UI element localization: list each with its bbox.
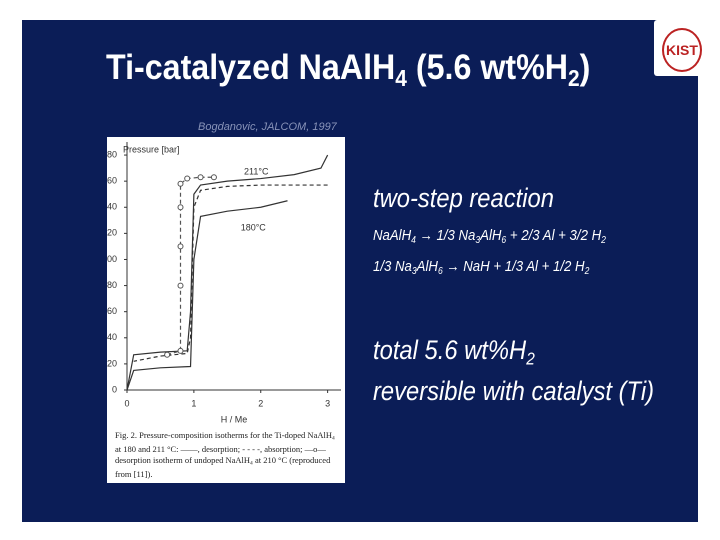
subscript: 4 — [331, 435, 335, 442]
text: → 1/3 Na — [415, 227, 476, 244]
text: → NaH + 1/3 Al + 1/2 H — [442, 258, 585, 275]
marker — [184, 175, 191, 182]
slide: Ti-catalyzed NaAlH4 (5.6 wt%H2) KIST Bog… — [22, 20, 706, 522]
reaction: NaAlH4 → 1/3 Na3AlH6 + 2/3 Al + 3/2 H2 — [373, 227, 606, 246]
text: ) — [579, 48, 591, 87]
x-tick-label: 1 — [191, 398, 196, 408]
slide-title: Ti-catalyzed NaAlH4 (5.6 wt%H2) — [106, 48, 590, 92]
summary: total 5.6 wt%H2 — [373, 335, 535, 369]
y-tick-label: 60 — [107, 306, 117, 316]
annotation: 211°C — [244, 166, 269, 176]
y-axis-label: Pressure [bar] — [123, 144, 180, 154]
marker — [177, 282, 184, 289]
figure: 0 20 40 60 80 100 120 140 160 180 0 1 2 3 Pressure [ba… — [107, 137, 345, 483]
x-axis-label: H / Me — [221, 414, 248, 424]
text: AlH — [480, 227, 502, 244]
text: total 5.6 wt%H — [373, 335, 527, 365]
subscript: 2 — [601, 234, 606, 246]
x-tick-label: 3 — [325, 398, 330, 408]
series-line — [133, 184, 328, 362]
text: 1/3 Na — [373, 258, 412, 275]
subscript: 3 — [411, 265, 417, 277]
marker — [177, 347, 184, 354]
y-tick-label: 40 — [107, 332, 117, 342]
heading: two-step reaction — [373, 183, 554, 213]
citation: Bogdanovic, JALCOM, 1997 — [198, 121, 337, 133]
text: + 2/3 Al + 3/2 H — [506, 227, 602, 244]
subscript: 2 — [584, 265, 590, 277]
marker — [164, 351, 171, 358]
reaction: 1/3 Na3AlH6 → NaH + 1/3 Al + 1/2 H2 — [373, 258, 589, 277]
y-tick-label: 160 — [107, 176, 117, 186]
caption: Fig. 2. Pressure-composition isotherms f… — [115, 430, 341, 479]
text: Fig. 2. Pressure-composition isotherms f… — [115, 430, 332, 440]
y-tick-label: 20 — [107, 358, 117, 368]
y-tick-label: 80 — [107, 280, 117, 290]
subscript: 2 — [526, 348, 535, 369]
logo-text: KIST — [662, 28, 702, 72]
marker — [177, 243, 184, 250]
text: Ti-catalyzed NaAlH — [106, 48, 396, 87]
text: AlH — [416, 258, 438, 275]
text: at 210 °C (reproduced from [11]). — [115, 454, 331, 479]
logo: KIST — [654, 20, 706, 76]
y-tick-label: 180 — [107, 149, 117, 159]
text: NaAlH — [373, 227, 412, 244]
text: (5.6 wt%H — [406, 48, 568, 87]
x-tick-label: 0 — [124, 398, 129, 408]
subscript: 4 — [411, 234, 416, 246]
y-tick-label: 120 — [107, 228, 117, 238]
y-tick-label: 100 — [107, 254, 117, 264]
series-line — [126, 154, 329, 391]
chart: 0 20 40 60 80 100 120 140 160 180 0 1 2 3 Pressure [ba… — [107, 142, 341, 424]
subscript: 3 — [475, 234, 481, 246]
subscript: 4 — [250, 460, 253, 467]
x-tick-label: 2 — [258, 398, 263, 408]
marker — [177, 180, 184, 187]
annotation: 180°C — [241, 223, 267, 233]
y-tick-label: 140 — [107, 202, 117, 212]
subscript: 6 — [437, 265, 443, 277]
series-line — [126, 200, 288, 391]
subscript: 6 — [501, 234, 507, 246]
marker — [210, 174, 217, 181]
marker — [177, 204, 184, 211]
subscript: 2 — [567, 64, 580, 91]
marker — [197, 174, 204, 181]
text: at 180 and 211 °C: ——, desorption; - - -… — [115, 444, 326, 465]
y-tick-label: 0 — [112, 384, 117, 394]
subscript: 4 — [395, 64, 407, 91]
summary: reversible with catalyst (Ti) — [373, 376, 655, 406]
